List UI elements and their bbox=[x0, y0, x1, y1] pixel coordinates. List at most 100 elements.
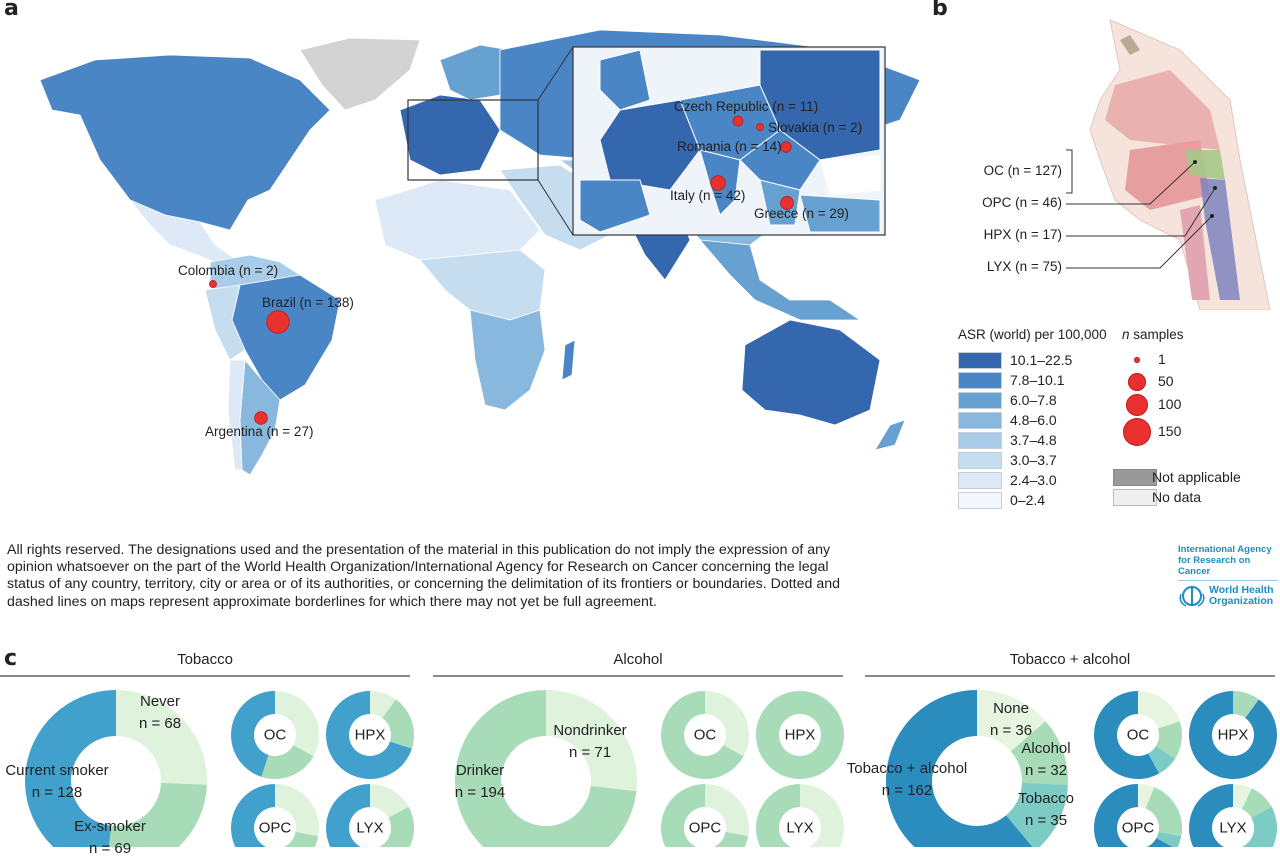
sample-label-brazil: Brazil (n = 138) bbox=[262, 295, 354, 310]
category-count: n = 194 bbox=[454, 784, 506, 801]
sample-marker-romania bbox=[780, 141, 792, 153]
sample-size-label: 1 bbox=[1158, 351, 1166, 367]
donut-segment bbox=[800, 784, 844, 847]
asr-bin-label: 6.0–7.8 bbox=[1010, 392, 1057, 408]
donut-segment bbox=[1233, 691, 1259, 719]
donut-segment bbox=[1138, 691, 1180, 729]
peru-bolivia bbox=[204, 284, 246, 361]
europe-locator-box bbox=[407, 99, 539, 181]
donut-segment bbox=[705, 691, 749, 757]
donut-segment bbox=[756, 784, 800, 847]
site-donut-label: HPX bbox=[354, 726, 386, 744]
who-emblem-icon bbox=[1179, 586, 1205, 607]
category-count: n = 32 bbox=[1024, 762, 1068, 779]
site-donut-label: OPC bbox=[1121, 819, 1155, 837]
section-title-tobacco: Tobacco bbox=[177, 651, 233, 668]
sample-label-colombia: Colombia (n = 2) bbox=[178, 263, 279, 278]
site-donut-label: OPC bbox=[688, 819, 722, 837]
sample-marker-brazil bbox=[266, 310, 290, 334]
europe-inset bbox=[572, 46, 886, 236]
section-divider bbox=[865, 675, 1275, 677]
donut-segment bbox=[370, 691, 396, 719]
category-label: Never bbox=[139, 693, 181, 710]
europe-west bbox=[399, 94, 501, 176]
site-donut-opc bbox=[231, 784, 319, 847]
donut-segment bbox=[108, 782, 207, 847]
not-applicable-label: Not applicable bbox=[1152, 469, 1241, 485]
not-applicable-swatch bbox=[1113, 469, 1157, 486]
sample-size-label: 50 bbox=[1158, 373, 1174, 389]
map-disclaimer: All rights reserved. The designations us… bbox=[7, 542, 840, 610]
site-donut-label: LYX bbox=[786, 819, 814, 837]
donut-segment bbox=[1189, 784, 1233, 847]
sample-marker-italy bbox=[710, 175, 726, 191]
sample-marker-greece bbox=[780, 196, 794, 210]
category-count: n = 35 bbox=[1024, 812, 1068, 829]
who-logo-text: World Health Organization bbox=[1209, 584, 1274, 607]
asr-swatch bbox=[958, 472, 1002, 489]
no-data-label: No data bbox=[1152, 489, 1202, 505]
samples-legend-title: n samples bbox=[1122, 327, 1184, 342]
sample-label-romania: Romania (n = 14) bbox=[677, 139, 782, 154]
donut-segment bbox=[1148, 746, 1176, 774]
section-title-alcohol: Alcohol bbox=[613, 651, 663, 668]
donut-segment bbox=[326, 784, 370, 847]
sample-label-slovakia: Slovakia (n = 2) bbox=[768, 120, 863, 135]
donut-segment bbox=[370, 784, 409, 818]
asr-bin-label: 10.1–22.5 bbox=[1010, 352, 1073, 368]
site-donut-lyx bbox=[1189, 784, 1277, 847]
site-donut-opc bbox=[1094, 784, 1182, 847]
new-zealand bbox=[874, 419, 906, 451]
donut-segment bbox=[1156, 831, 1182, 847]
africa-central bbox=[419, 249, 546, 321]
iarc-logo-text: International Agency for Research on Can… bbox=[1178, 544, 1272, 577]
asr-swatch bbox=[958, 432, 1002, 449]
panel-label-a: a bbox=[4, 0, 19, 21]
head-neck-anatomy-illustration bbox=[1089, 19, 1271, 310]
category-label: Tobacco bbox=[1018, 790, 1074, 807]
asr-swatch bbox=[958, 452, 1002, 469]
donut-segment bbox=[275, 691, 319, 757]
asr-swatch bbox=[958, 412, 1002, 429]
donut-segment bbox=[546, 690, 637, 792]
site-label-opc: OPC (n = 46) bbox=[982, 195, 1062, 210]
category-label: Tobacco + alcohol bbox=[846, 760, 968, 777]
madagascar bbox=[561, 339, 576, 381]
donut-segment bbox=[261, 745, 314, 780]
category-label: None bbox=[993, 700, 1029, 717]
southeast-asia bbox=[699, 239, 861, 321]
sample-marker-czech-republic bbox=[732, 115, 744, 127]
donut-segment bbox=[231, 784, 275, 847]
category-count: n = 69 bbox=[88, 840, 132, 857]
section-divider bbox=[0, 675, 410, 677]
panel-label-c: c bbox=[4, 646, 18, 671]
category-count: n = 128 bbox=[31, 784, 83, 801]
category-label: Current smoker bbox=[5, 762, 109, 779]
africa-south bbox=[469, 309, 546, 411]
scandinavia bbox=[439, 44, 511, 101]
site-donut-label: OPC bbox=[258, 819, 292, 837]
category-label: Nondrinker bbox=[553, 722, 627, 739]
category-count: n = 71 bbox=[568, 744, 612, 761]
north-america bbox=[39, 54, 331, 231]
donut-segment bbox=[1094, 784, 1173, 847]
site-donut-label: HPX bbox=[784, 726, 816, 744]
asr-bin-label: 4.8–6.0 bbox=[1010, 412, 1057, 428]
sample-label-czech-republic: Czech Republic (n = 11) bbox=[674, 99, 819, 114]
asr-bin-label: 7.8–10.1 bbox=[1010, 372, 1065, 388]
asr-bin-label: 3.7–4.8 bbox=[1010, 432, 1057, 448]
iarc-who-logo: International Agency for Research on Can… bbox=[1178, 544, 1278, 608]
greenland bbox=[299, 37, 421, 111]
asr-swatch bbox=[958, 392, 1002, 409]
asr-bin-label: 0–2.4 bbox=[1010, 492, 1046, 508]
site-donut-label: LYX bbox=[356, 819, 384, 837]
sample-size-circle bbox=[1128, 373, 1146, 391]
site-label-oc: OC (n = 127) bbox=[983, 163, 1062, 178]
asr-swatch bbox=[958, 372, 1002, 389]
site-label-lyx: LYX (n = 75) bbox=[986, 259, 1062, 274]
panel-label-b: b bbox=[932, 0, 948, 21]
site-donut-label: OC bbox=[693, 726, 717, 744]
donut-segment bbox=[1241, 788, 1272, 818]
category-count: n = 68 bbox=[138, 715, 182, 732]
site-donut-lyx bbox=[326, 784, 414, 847]
